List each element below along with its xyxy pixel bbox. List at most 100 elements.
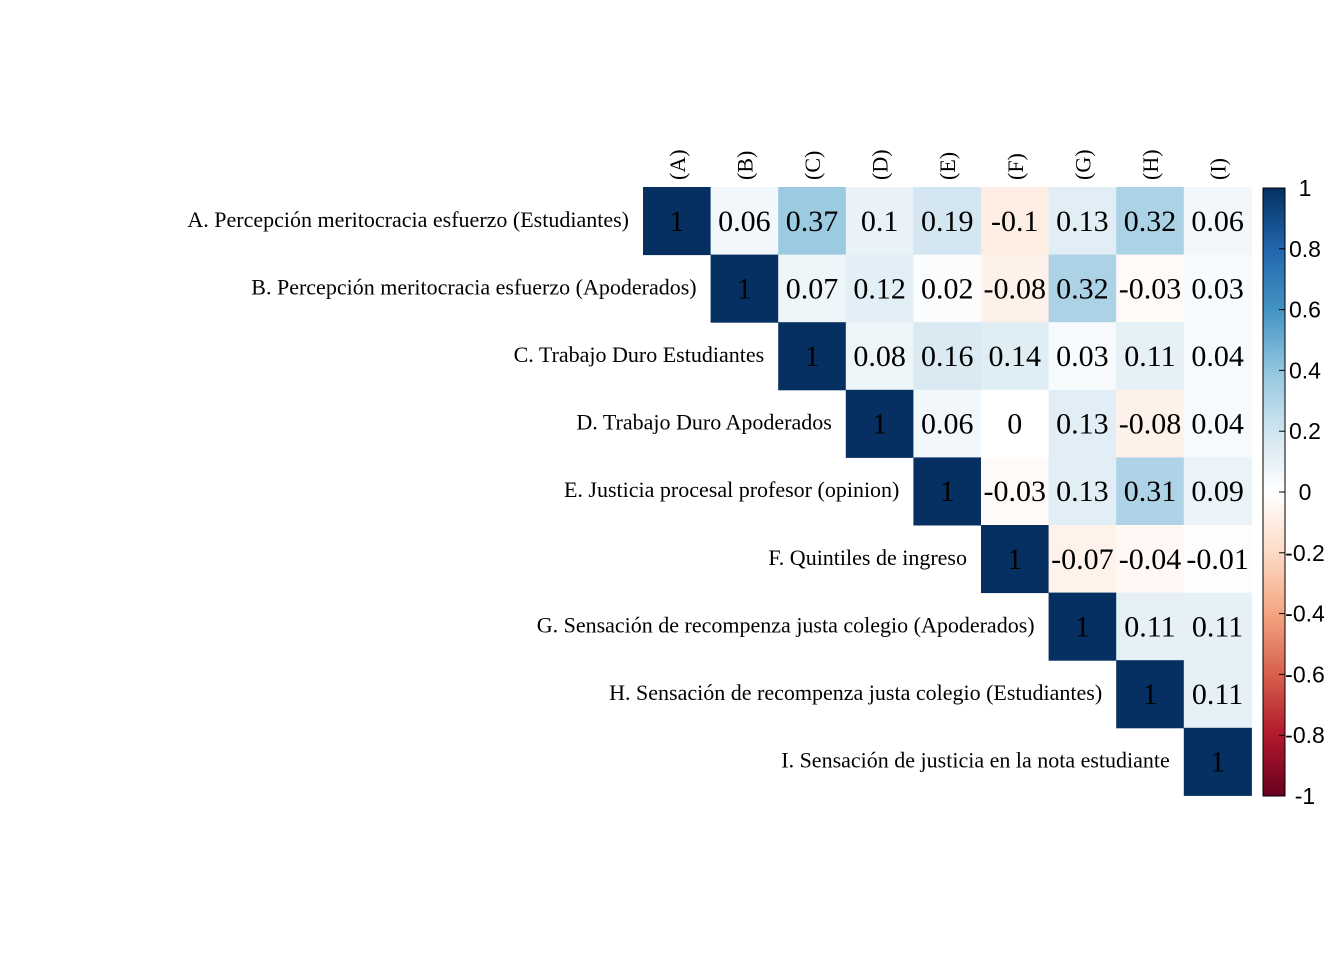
legend-tick-label: 0.6	[1289, 297, 1321, 323]
heatmap-cell	[1183, 525, 1252, 594]
legend-tick-label: 0.2	[1289, 418, 1321, 444]
heatmap-cell	[845, 322, 914, 391]
row-label: E. Justicia procesal profesor (opinion)	[564, 477, 899, 502]
cell-value-label: 1	[1007, 543, 1022, 576]
cell-value-label: 0.19	[921, 205, 974, 238]
heatmap-cell	[778, 322, 847, 391]
heatmap-cell	[1048, 322, 1117, 391]
cell-value-label: 0.02	[921, 272, 974, 305]
legend-tick-label: -1	[1295, 783, 1315, 809]
cell-value-label: 0.04	[1191, 340, 1244, 373]
column-label: (D)	[868, 149, 893, 180]
heatmap-cell	[1116, 389, 1185, 458]
heatmap-cell	[913, 254, 982, 323]
cell-value-label: 0.11	[1192, 678, 1243, 711]
heatmap-cell	[710, 254, 779, 323]
legend-tick-label: 0	[1299, 479, 1312, 505]
cell-value-label: 0.03	[1056, 340, 1109, 373]
row-label: B. Percepción meritocracia esfuerzo (Apo…	[251, 274, 696, 299]
heatmap-cell	[1183, 187, 1252, 256]
heatmap-cell	[981, 187, 1050, 256]
cell-value-label: -0.08	[984, 272, 1047, 305]
row-labels: A. Percepción meritocracia esfuerzo (Est…	[187, 207, 1169, 773]
cell-value-label: -0.03	[1119, 272, 1182, 305]
heatmap-cell	[913, 322, 982, 391]
heatmap-cell	[778, 254, 847, 323]
column-label: (I)	[1206, 158, 1231, 180]
column-label: (A)	[665, 149, 690, 180]
legend-tick-label: 0.4	[1289, 357, 1321, 383]
heatmap-cell	[845, 254, 914, 323]
row-label: H. Sensación de recompenza justa colegio…	[609, 680, 1102, 705]
cell-value-label: 0.07	[786, 272, 839, 305]
cell-value-label: 1	[1143, 678, 1158, 711]
cell-value-label: 0.03	[1191, 272, 1244, 305]
legend-tick-label: -0.4	[1285, 601, 1325, 627]
row-label: G. Sensación de recompenza justa colegio…	[537, 612, 1035, 637]
cell-value-label: -0.04	[1119, 543, 1182, 576]
heatmap-cell	[913, 457, 982, 526]
cell-value-label: 1	[1210, 746, 1225, 779]
heatmap-cell	[1183, 727, 1252, 796]
heatmap-cell	[643, 187, 712, 256]
heatmap-cell	[1116, 660, 1185, 729]
heatmap-cell	[778, 187, 847, 256]
heatmap-cell	[1116, 457, 1185, 526]
row-label: C. Trabajo Duro Estudiantes	[514, 342, 765, 367]
heatmap-cell	[1183, 389, 1252, 458]
legend-tick-label: -0.2	[1285, 540, 1325, 566]
cell-value-label: 0.11	[1192, 610, 1243, 643]
cell-value-label: -0.07	[1051, 543, 1114, 576]
heatmap-cell	[1048, 525, 1117, 594]
heatmap-cell	[1048, 592, 1117, 661]
column-label: (G)	[1070, 149, 1095, 180]
cell-value-label: 1	[737, 272, 752, 305]
heatmap-cell	[1048, 254, 1117, 323]
heatmap-cell	[845, 389, 914, 458]
cell-value-label: 0.13	[1056, 205, 1109, 238]
cell-value-label: 0.06	[1191, 205, 1244, 238]
heatmap-cell	[981, 254, 1050, 323]
heatmap-cell	[981, 525, 1050, 594]
heatmap-cell	[913, 389, 982, 458]
column-label: (E)	[935, 152, 960, 180]
cell-value-label: 0.14	[989, 340, 1042, 373]
cell-value-label: 0.11	[1124, 340, 1175, 373]
heatmap-cell	[1048, 389, 1117, 458]
heatmap-cell	[845, 187, 914, 256]
heatmap-cell	[1116, 525, 1185, 594]
cell-value-label: 1	[1075, 610, 1090, 643]
cell-value-label: 0.06	[921, 408, 974, 441]
heatmap-cell	[1183, 592, 1252, 661]
cell-value-label: -0.01	[1186, 543, 1249, 576]
heatmap-cell	[981, 457, 1050, 526]
cell-value-label: 1	[805, 340, 820, 373]
cell-value-label: 0	[1007, 408, 1022, 441]
heatmap-cell	[1116, 322, 1185, 391]
cell-value-label: 0.06	[718, 205, 771, 238]
cell-value-label: 0.32	[1124, 205, 1177, 238]
legend-tick-label: -0.6	[1285, 661, 1325, 687]
cell-value-label: 0.11	[1124, 610, 1175, 643]
cell-value-label: 0.37	[786, 205, 839, 238]
heatmap-cell	[981, 389, 1050, 458]
row-label: D. Trabajo Duro Apoderados	[576, 410, 831, 435]
heatmap-cell	[1048, 457, 1117, 526]
cell-value-label: -0.08	[1119, 408, 1182, 441]
cell-value-label: 0.13	[1056, 475, 1109, 508]
color-legend: 1 0.8 0.6 0.4 0.2 0 -0.2 -0.4 -0.6 -0.8 -1	[1262, 175, 1325, 809]
cell-value-label: 0.31	[1124, 475, 1177, 508]
row-label: F. Quintiles de ingreso	[768, 545, 967, 570]
heatmap-cell	[1183, 457, 1252, 526]
cell-value-label: 1	[669, 205, 684, 238]
heatmap-cell	[1183, 322, 1252, 391]
cell-value-label: 0.09	[1191, 475, 1244, 508]
heatmap-cell	[1183, 660, 1252, 729]
column-label: (F)	[1003, 153, 1028, 180]
column-label: (H)	[1138, 149, 1163, 180]
legend-color-bar	[1263, 188, 1285, 796]
heatmap-cells: 1 0.06 0.37 0.1 0.19 -0.1 0.13 0.32 0.06 1 0.07 0.1…	[643, 187, 1252, 796]
heatmap-cell	[1116, 592, 1185, 661]
cell-value-label: 0.1	[861, 205, 899, 238]
